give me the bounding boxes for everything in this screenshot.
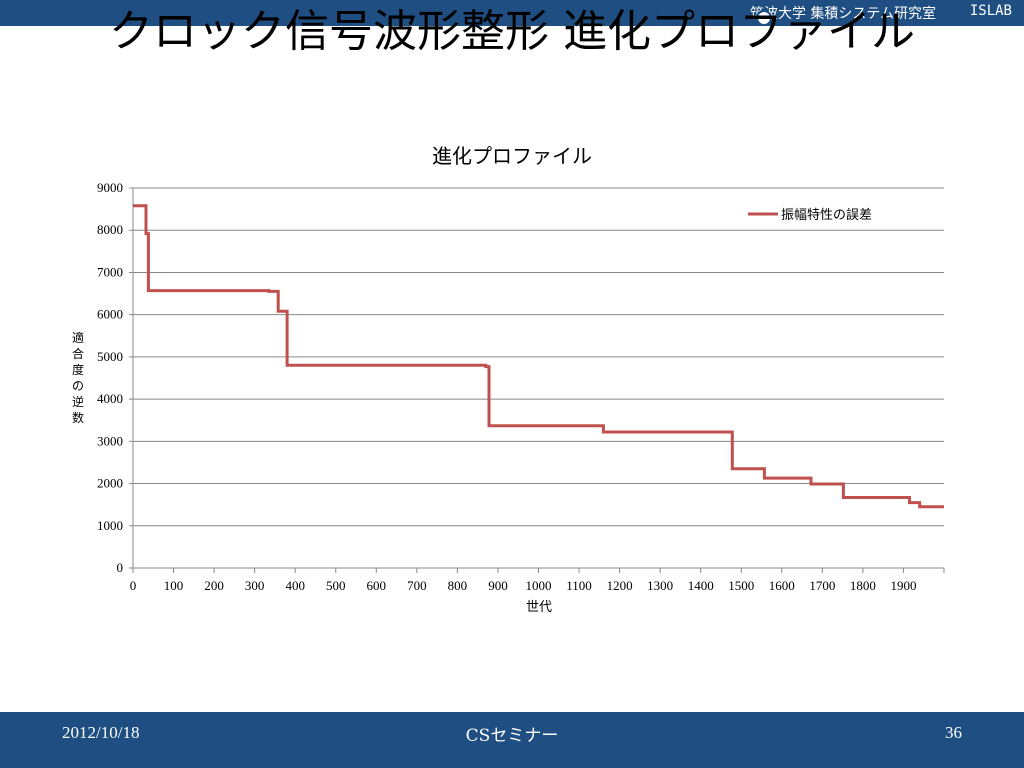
y-tick-label: 1000 <box>97 518 123 533</box>
x-tick-label: 1900 <box>890 578 916 593</box>
x-axis-label: 世代 <box>526 600 552 615</box>
gridlines <box>133 187 944 527</box>
x-tick-label: 0 <box>130 578 137 593</box>
y-tick-label: 4000 <box>97 391 123 406</box>
y-tick-label: 7000 <box>97 264 123 279</box>
x-tick-label: 400 <box>285 578 305 593</box>
axes <box>129 187 945 573</box>
x-tick-label: 1500 <box>728 578 754 593</box>
series-line <box>133 204 944 509</box>
x-tick-label: 1700 <box>809 578 835 593</box>
x-tick-label: 1600 <box>769 578 795 593</box>
footer-date: 2012/10/18 <box>62 723 140 742</box>
y-tick-label: 3000 <box>97 433 123 448</box>
y-tick-label: 2000 <box>97 476 123 491</box>
x-tick-label: 100 <box>164 578 184 593</box>
evolution-profile-chart: 0 1000 2000 3000 4000 5000 6000 7000 8000 9000 0 10… <box>97 180 945 615</box>
series-layer <box>133 204 944 509</box>
legend-label: 振幅特性の誤差 <box>781 207 872 223</box>
x-tick-label: 300 <box>245 578 265 593</box>
x-tick-label: 1000 <box>526 578 552 593</box>
y-axis-label-char: 度 <box>71 363 84 377</box>
header-bar <box>0 0 1024 26</box>
lab-name: 筑波大学 集積システム研究室 <box>749 6 936 22</box>
y-axis-label: 適合度の逆数 <box>70 330 86 426</box>
slide-title: クロック信号波形整形 進化プロファイル <box>109 6 915 57</box>
y-tick-label: 6000 <box>97 307 123 322</box>
footer-bar <box>0 712 1024 768</box>
y-axis-label-char: 数 <box>71 411 84 425</box>
y-tick-label: 9000 <box>97 180 123 195</box>
x-tick-label: 1300 <box>647 578 673 593</box>
footer-title: CSセミナー <box>465 726 559 746</box>
legend: 振幅特性の誤差 <box>748 207 872 223</box>
y-tick-label: 8000 <box>97 222 123 237</box>
x-tick-label: 1400 <box>688 578 714 593</box>
y-axis-label-char: 逆 <box>71 395 84 409</box>
bullet-dot-icon <box>756 10 772 26</box>
page-number: 36 <box>945 723 962 742</box>
x-tick-label: 500 <box>326 578 346 593</box>
x-tick-label: 200 <box>204 578 224 593</box>
x-tick-label: 700 <box>407 578 427 593</box>
tick-labels: 0 1000 2000 3000 4000 5000 6000 7000 8000 9000 0 10… <box>97 180 916 593</box>
chart-title: 進化プロファイル <box>432 144 592 168</box>
x-tick-label: 900 <box>488 578 508 593</box>
x-tick-label: 1200 <box>607 578 633 593</box>
x-tick-label: 1800 <box>850 578 876 593</box>
x-tick-label: 1100 <box>566 578 592 593</box>
x-tick-label: 800 <box>448 578 468 593</box>
x-tick-label: 600 <box>367 578 387 593</box>
lab-short-name: ISLAB <box>969 3 1012 19</box>
y-axis-label-char: 適 <box>71 331 84 345</box>
y-tick-label: 0 <box>117 560 124 575</box>
y-axis-label-char: 合 <box>71 347 84 361</box>
y-tick-label: 5000 <box>97 349 123 364</box>
y-axis-label-char: の <box>71 379 84 393</box>
